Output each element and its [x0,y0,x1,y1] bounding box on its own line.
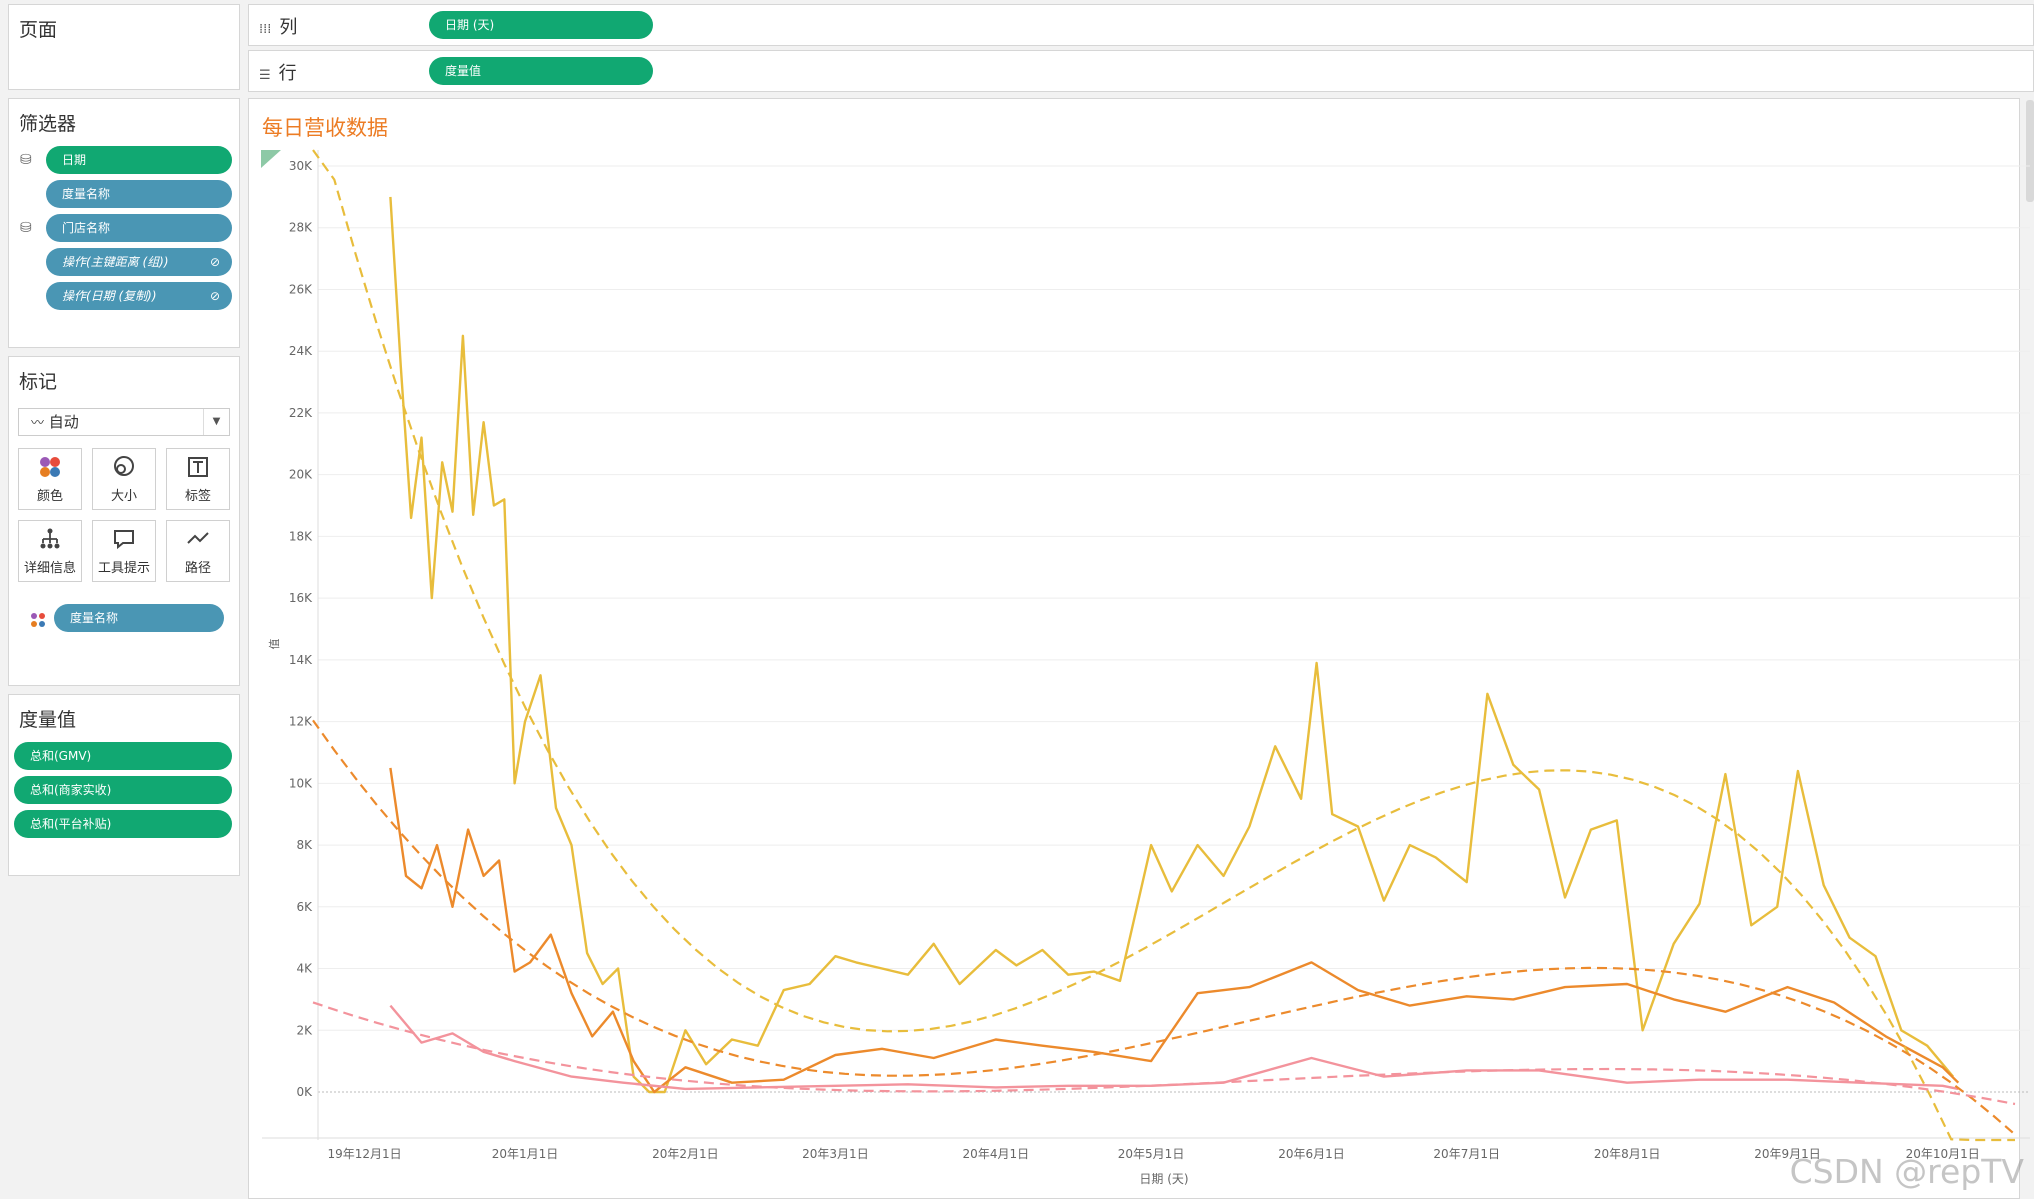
pages-panel-title: 页面 [19,19,58,41]
measure-values-panel-title: 度量值 [19,709,77,731]
filter-pill-action-date-label: 操作(日期 (复制)) [62,289,157,303]
measure-pill-merchant-income[interactable]: 总和(商家实收) [14,776,232,804]
pages-panel: 页面 [8,4,240,90]
path-button-label: 路径 [184,561,211,576]
label-icon [167,455,229,485]
vertical-scrollbar[interactable] [2026,100,2034,202]
path-icon [167,527,229,557]
marks-color-pill-measure-names[interactable]: 度量名称 [54,604,224,632]
datasource-icon: ⛁ [20,220,32,236]
mark-type-label: 自动 [48,413,79,431]
detail-button-label: 详细信息 [23,561,76,576]
watermark: CSDN @repTV [1789,1152,2024,1191]
columns-pill-date[interactable]: 日期 (天) [429,11,653,39]
rows-shelf-label: ☰ 行 [259,63,297,84]
detail-button[interactable]: 详细信息 [18,520,82,582]
size-button[interactable]: 大小 [92,448,156,510]
tooltip-button[interactable]: 工具提示 [92,520,156,582]
label-button-label: 标签 [184,489,211,504]
label-button[interactable]: 标签 [166,448,230,510]
filter-pill-action-group-label: 操作(主键距离 (组)) [62,255,169,269]
rows-icon: ☰ [259,68,271,83]
filter-pill-action-date[interactable]: 操作(日期 (复制)) ⊘ [46,282,232,310]
link-icon: ⊘ [209,255,220,269]
chevron-down-icon: ▼ [203,409,229,435]
columns-icon: ⁞⁞⁞ [259,22,272,37]
measure-pill-platform-subsidy[interactable]: 总和(平台补贴) [14,810,232,838]
color-button-label: 颜色 [36,489,63,504]
tooltip-icon [93,527,155,557]
chart-title: 每日营收数据 [262,116,388,140]
measure-pill-gmv[interactable]: 总和(GMV) [14,742,232,770]
filter-pill-measure-names[interactable]: 度量名称 [46,180,232,208]
detail-icon [19,527,81,557]
color-button[interactable]: 颜色 [18,448,82,510]
size-button-label: 大小 [110,489,137,504]
link-icon: ⊘ [209,289,220,303]
chart-view[interactable] [248,98,2020,1199]
rows-pill-measure-values[interactable]: 度量值 [429,57,653,85]
columns-shelf[interactable]: ⁞⁞⁞ 列 日期 (天) [248,4,2034,46]
size-icon [93,455,155,485]
datasource-icon: ⛁ [20,152,32,168]
filter-pill-store-name[interactable]: 门店名称 [46,214,232,242]
marks-panel-title: 标记 [19,371,58,393]
rows-shelf[interactable]: ☰ 行 度量值 [248,50,2034,92]
path-button[interactable]: 路径 [166,520,230,582]
line-mark-icon: 〰 [31,416,45,431]
tooltip-button-label: 工具提示 [97,561,150,576]
mark-type-dropdown[interactable]: 〰 自动 ▼ [18,408,230,436]
filters-panel-title: 筛选器 [19,113,77,135]
filter-pill-action-group[interactable]: 操作(主键距离 (组)) ⊘ [46,248,232,276]
color-legend-icon [30,612,46,632]
filter-pill-date[interactable]: 日期 [46,146,232,174]
color-icon [19,455,81,485]
columns-shelf-label: ⁞⁞⁞ 列 [259,17,298,38]
